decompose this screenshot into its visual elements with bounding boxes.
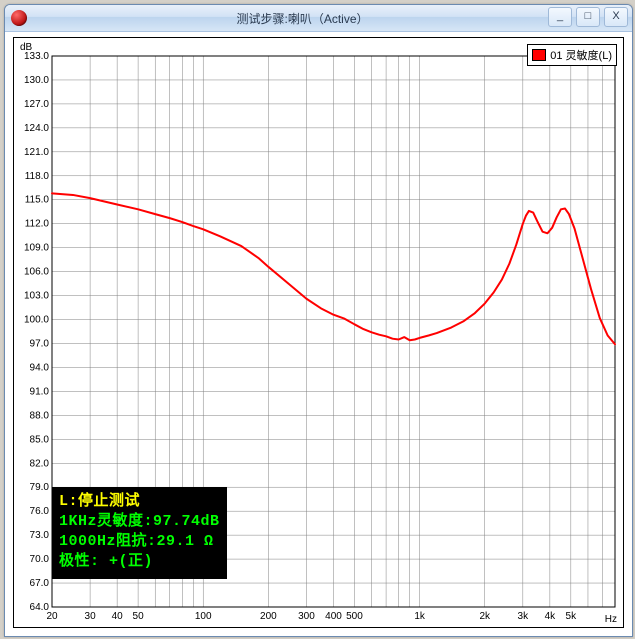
close-button[interactable]: X (604, 7, 628, 27)
svg-text:97.0: 97.0 (30, 338, 50, 349)
svg-text:300: 300 (298, 611, 315, 622)
svg-text:40: 40 (112, 611, 124, 622)
plot-frame: 64.067.070.073.076.079.082.085.088.091.0… (13, 37, 624, 628)
svg-text:1k: 1k (414, 611, 426, 622)
svg-text:79.0: 79.0 (30, 482, 50, 493)
svg-text:103.0: 103.0 (24, 291, 49, 302)
svg-text:112.0: 112.0 (25, 219, 50, 230)
info-line: 极性: +(正) (59, 552, 220, 572)
svg-text:106.0: 106.0 (24, 267, 49, 278)
svg-text:73.0: 73.0 (30, 530, 50, 541)
info-line: L:停止测试 (59, 492, 220, 512)
svg-text:109.0: 109.0 (24, 243, 49, 254)
info-line: 1000Hz阻抗:29.1 Ω (59, 532, 220, 552)
svg-text:100.0: 100.0 (24, 315, 49, 326)
legend: 01 灵敏度(L) (527, 44, 617, 66)
legend-label: 01 灵敏度(L) (550, 47, 612, 63)
svg-text:130.0: 130.0 (24, 75, 49, 86)
svg-text:100: 100 (195, 611, 212, 622)
svg-text:50: 50 (133, 611, 145, 622)
svg-text:91.0: 91.0 (30, 386, 50, 397)
svg-text:200: 200 (260, 611, 277, 622)
svg-text:85.0: 85.0 (30, 434, 50, 445)
svg-text:121.0: 121.0 (24, 147, 49, 158)
app-icon (11, 10, 27, 26)
svg-text:30: 30 (85, 611, 97, 622)
svg-text:127.0: 127.0 (24, 99, 49, 110)
svg-text:94.0: 94.0 (30, 362, 50, 373)
svg-text:20: 20 (46, 611, 58, 622)
svg-text:118.0: 118.0 (25, 171, 50, 182)
y-unit-label: dB (20, 42, 32, 53)
title-bar[interactable]: 测试步骤:喇叭（Active） _ □ X (5, 5, 632, 32)
svg-text:115.0: 115.0 (25, 195, 50, 206)
status-info-box: L:停止测试1KHz灵敏度:97.74dB1000Hz阻抗:29.1 Ω极性: … (52, 487, 227, 579)
svg-text:3k: 3k (518, 611, 530, 622)
svg-text:70.0: 70.0 (30, 554, 50, 565)
legend-swatch (532, 49, 546, 61)
svg-text:67.0: 67.0 (30, 578, 50, 589)
window-buttons: _ □ X (548, 7, 628, 27)
svg-text:124.0: 124.0 (24, 123, 49, 134)
svg-text:400: 400 (325, 611, 342, 622)
maximize-button[interactable]: □ (576, 7, 600, 27)
svg-text:2k: 2k (479, 611, 491, 622)
svg-text:88.0: 88.0 (30, 410, 50, 421)
app-window: 测试步骤:喇叭（Active） _ □ X 64.067.070.073.076… (4, 4, 633, 637)
minimize-button[interactable]: _ (548, 7, 572, 27)
svg-text:4k: 4k (545, 611, 557, 622)
window-title: 测试步骤:喇叭（Active） (33, 10, 632, 27)
info-line: 1KHz灵敏度:97.74dB (59, 512, 220, 532)
svg-text:76.0: 76.0 (30, 506, 50, 517)
x-unit-label: Hz (605, 614, 617, 625)
svg-text:5k: 5k (566, 611, 578, 622)
svg-text:500: 500 (346, 611, 363, 622)
svg-text:82.0: 82.0 (30, 458, 50, 469)
